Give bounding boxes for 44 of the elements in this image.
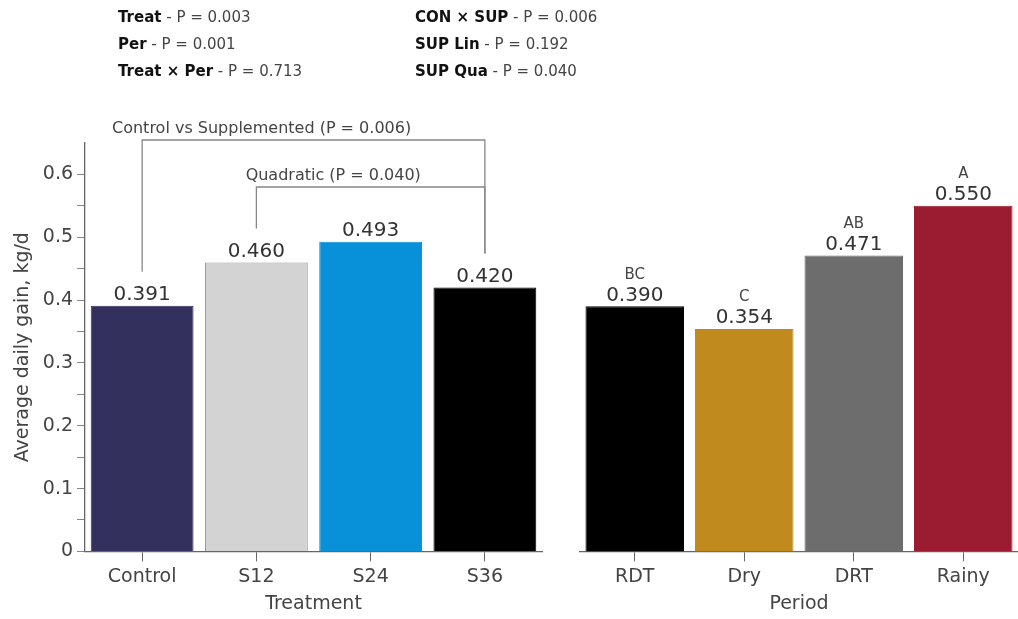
y-tick-label: 0 <box>60 538 74 561</box>
x-axis-title: Treatment <box>264 590 362 613</box>
text: Per - P = 0.001 <box>118 35 236 53</box>
x-tick-label: S24 <box>352 563 389 586</box>
bar <box>585 306 685 552</box>
text: SUP Qua - P = 0.040 <box>415 62 577 80</box>
text: Control vs Supplemented (P = 0.006) <box>112 118 412 138</box>
annotation: BC <box>624 264 646 283</box>
data-label: 0.460 <box>227 237 286 262</box>
text: SUP Lin - P = 0.192 <box>415 35 569 53</box>
text: CON × SUP - P = 0.006 <box>415 8 598 26</box>
text: Treat - P = 0.003 <box>118 8 251 26</box>
x-tick-label: DRT <box>834 563 874 586</box>
y-tick-label: 0.5 <box>42 224 74 247</box>
bar <box>319 241 423 551</box>
x-tick-label: Rainy <box>936 563 990 586</box>
data-label: 0.550 <box>934 181 992 206</box>
y-tick-label: 0.1 <box>42 475 74 498</box>
data-label: 0.471 <box>825 230 883 255</box>
annotation: C <box>739 287 750 306</box>
y-axis-title: Average daily gain, kg/d <box>10 232 33 463</box>
data-label: 0.391 <box>113 280 171 305</box>
y-tick-label: 0.4 <box>42 287 74 310</box>
data-label: 0.420 <box>456 262 514 287</box>
bar <box>694 328 794 552</box>
bar <box>90 305 194 551</box>
x-axis-title: Period <box>769 590 829 613</box>
annotation: Quadratic (P = 0.040) <box>245 165 421 185</box>
data-label: 0.390 <box>606 281 664 306</box>
annotation: AB <box>843 213 865 232</box>
y-tick-label: 0.2 <box>42 412 74 435</box>
data-label: 0.354 <box>715 304 773 329</box>
x-tick-label: RDT <box>615 563 655 586</box>
y-tick-label: 0.3 <box>42 349 74 372</box>
annotation: A <box>958 164 970 183</box>
data-label: 0.493 <box>342 216 400 241</box>
text: Treat × Per - P = 0.713 <box>118 62 303 80</box>
x-tick-label: S36 <box>466 563 503 586</box>
y-tick-label: 0.6 <box>42 161 74 184</box>
x-tick-label: Dry <box>727 563 762 586</box>
x-tick-label: S12 <box>238 563 275 586</box>
bar <box>433 287 537 551</box>
x-tick-label: Control <box>107 563 177 586</box>
bar <box>913 205 1013 552</box>
